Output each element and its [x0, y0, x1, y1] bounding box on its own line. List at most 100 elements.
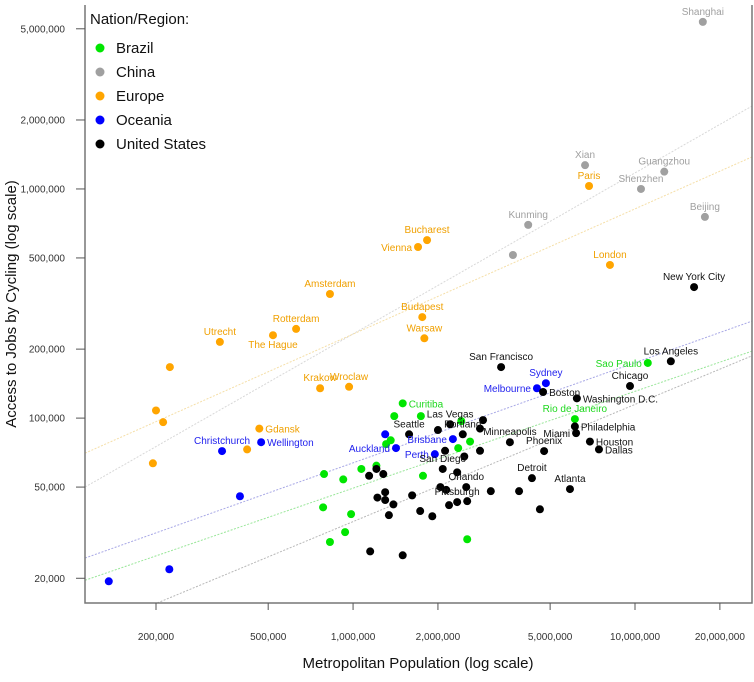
data-point [165, 565, 174, 574]
point-label: Rotterdam [273, 314, 320, 325]
point-label: Dallas [605, 445, 633, 456]
data-point [486, 487, 495, 496]
data-point [643, 358, 652, 367]
data-point [585, 437, 594, 446]
x-axis-label: Metropolitan Population (log scale) [303, 655, 534, 672]
data-point [151, 406, 160, 415]
legend-entry: China [116, 64, 156, 81]
data-point [408, 491, 417, 500]
trend-line-europe [84, 156, 753, 454]
point-label: Amsterdam [304, 279, 355, 290]
point-label: Sydney [529, 368, 562, 379]
point-label: Gdansk [265, 425, 300, 436]
point-label: Guangzhou [638, 157, 690, 168]
point-label: Christchurch [194, 436, 250, 447]
data-point [565, 485, 574, 494]
point-label: Kunming [508, 210, 547, 221]
point-label: Minneapolis [483, 427, 536, 438]
legend-entry: Oceania [116, 112, 173, 129]
data-point [382, 440, 391, 449]
point-label: San Diego [419, 454, 466, 465]
data-point [466, 437, 475, 446]
data-point [453, 468, 462, 477]
data-point [535, 505, 544, 514]
data-point [666, 357, 675, 366]
point-label: Budapest [401, 302, 443, 313]
point-label: Krakow [303, 373, 337, 384]
point-label: Brisbane [407, 435, 447, 446]
data-point [347, 510, 356, 519]
point-label: Bucharest [405, 225, 450, 236]
data-point [539, 387, 548, 396]
data-point [381, 496, 390, 505]
data-point [420, 334, 429, 343]
point-label: Rio de Janeiro [543, 404, 608, 415]
y-tick-label: 50,000 [34, 483, 65, 494]
data-point [381, 430, 390, 439]
data-point [381, 488, 390, 497]
data-point [320, 470, 329, 479]
data-point [454, 444, 463, 453]
data-point [398, 551, 407, 560]
data-point [445, 501, 454, 510]
data-point [570, 415, 579, 424]
data-point [441, 446, 450, 455]
point-label: Portland [444, 419, 481, 430]
y-tick-label: 200,000 [29, 345, 66, 356]
x-tick-label: 1,000,000 [331, 632, 376, 643]
x-tick-label: 20,000,000 [695, 632, 745, 643]
point-label: Vienna [381, 243, 412, 254]
data-point [626, 382, 635, 391]
data-point [339, 475, 348, 484]
point-label: Shenzhen [618, 174, 663, 185]
point-label: New York City [663, 272, 725, 283]
y-tick-label: 1,000,000 [21, 184, 66, 195]
trend-line-brazil [84, 350, 753, 581]
data-point [457, 417, 466, 426]
point-label: Melbourne [484, 384, 532, 395]
data-point [446, 420, 455, 429]
data-point [159, 418, 168, 427]
y-tick-label: 100,000 [29, 414, 66, 425]
data-point [463, 497, 472, 506]
data-point [325, 537, 334, 546]
legend-marker [95, 91, 105, 101]
data-point [463, 535, 472, 544]
legend-marker [95, 43, 105, 53]
x-tick-label: 5,000,000 [528, 632, 573, 643]
data-point [319, 503, 328, 512]
legend-title: Nation/Region: [90, 11, 189, 28]
data-point [215, 337, 224, 346]
x-tick-label: 500,000 [250, 632, 287, 643]
data-point [540, 447, 549, 456]
data-point [636, 184, 645, 193]
data-point [594, 445, 603, 454]
legend-marker [95, 139, 105, 149]
data-point [497, 363, 506, 372]
axes: 200,000 500,000 1,000,000 2,000,000 5,000,00… [21, 5, 753, 643]
data-point [391, 444, 400, 453]
data-point [453, 498, 462, 507]
legend-marker [95, 67, 105, 77]
data-point [341, 528, 350, 537]
data-point [405, 430, 414, 439]
point-label: Seattle [394, 419, 426, 430]
point-label: Boston [549, 388, 580, 399]
data-point [148, 459, 157, 468]
data-point [366, 547, 375, 556]
trend-lines [84, 105, 753, 604]
point-label: Utrecht [204, 327, 236, 338]
data-point [458, 430, 467, 439]
point-label: Paris [578, 171, 601, 182]
data-point [505, 438, 514, 447]
data-point [357, 464, 366, 473]
data-point [605, 260, 614, 269]
point-label: San Francisco [469, 352, 533, 363]
data-point [532, 384, 541, 393]
data-point [698, 17, 707, 26]
data-point [372, 464, 381, 473]
data-point [257, 438, 266, 447]
y-tick-label: 2,000,000 [21, 115, 66, 126]
point-label: Warsaw [406, 323, 443, 334]
